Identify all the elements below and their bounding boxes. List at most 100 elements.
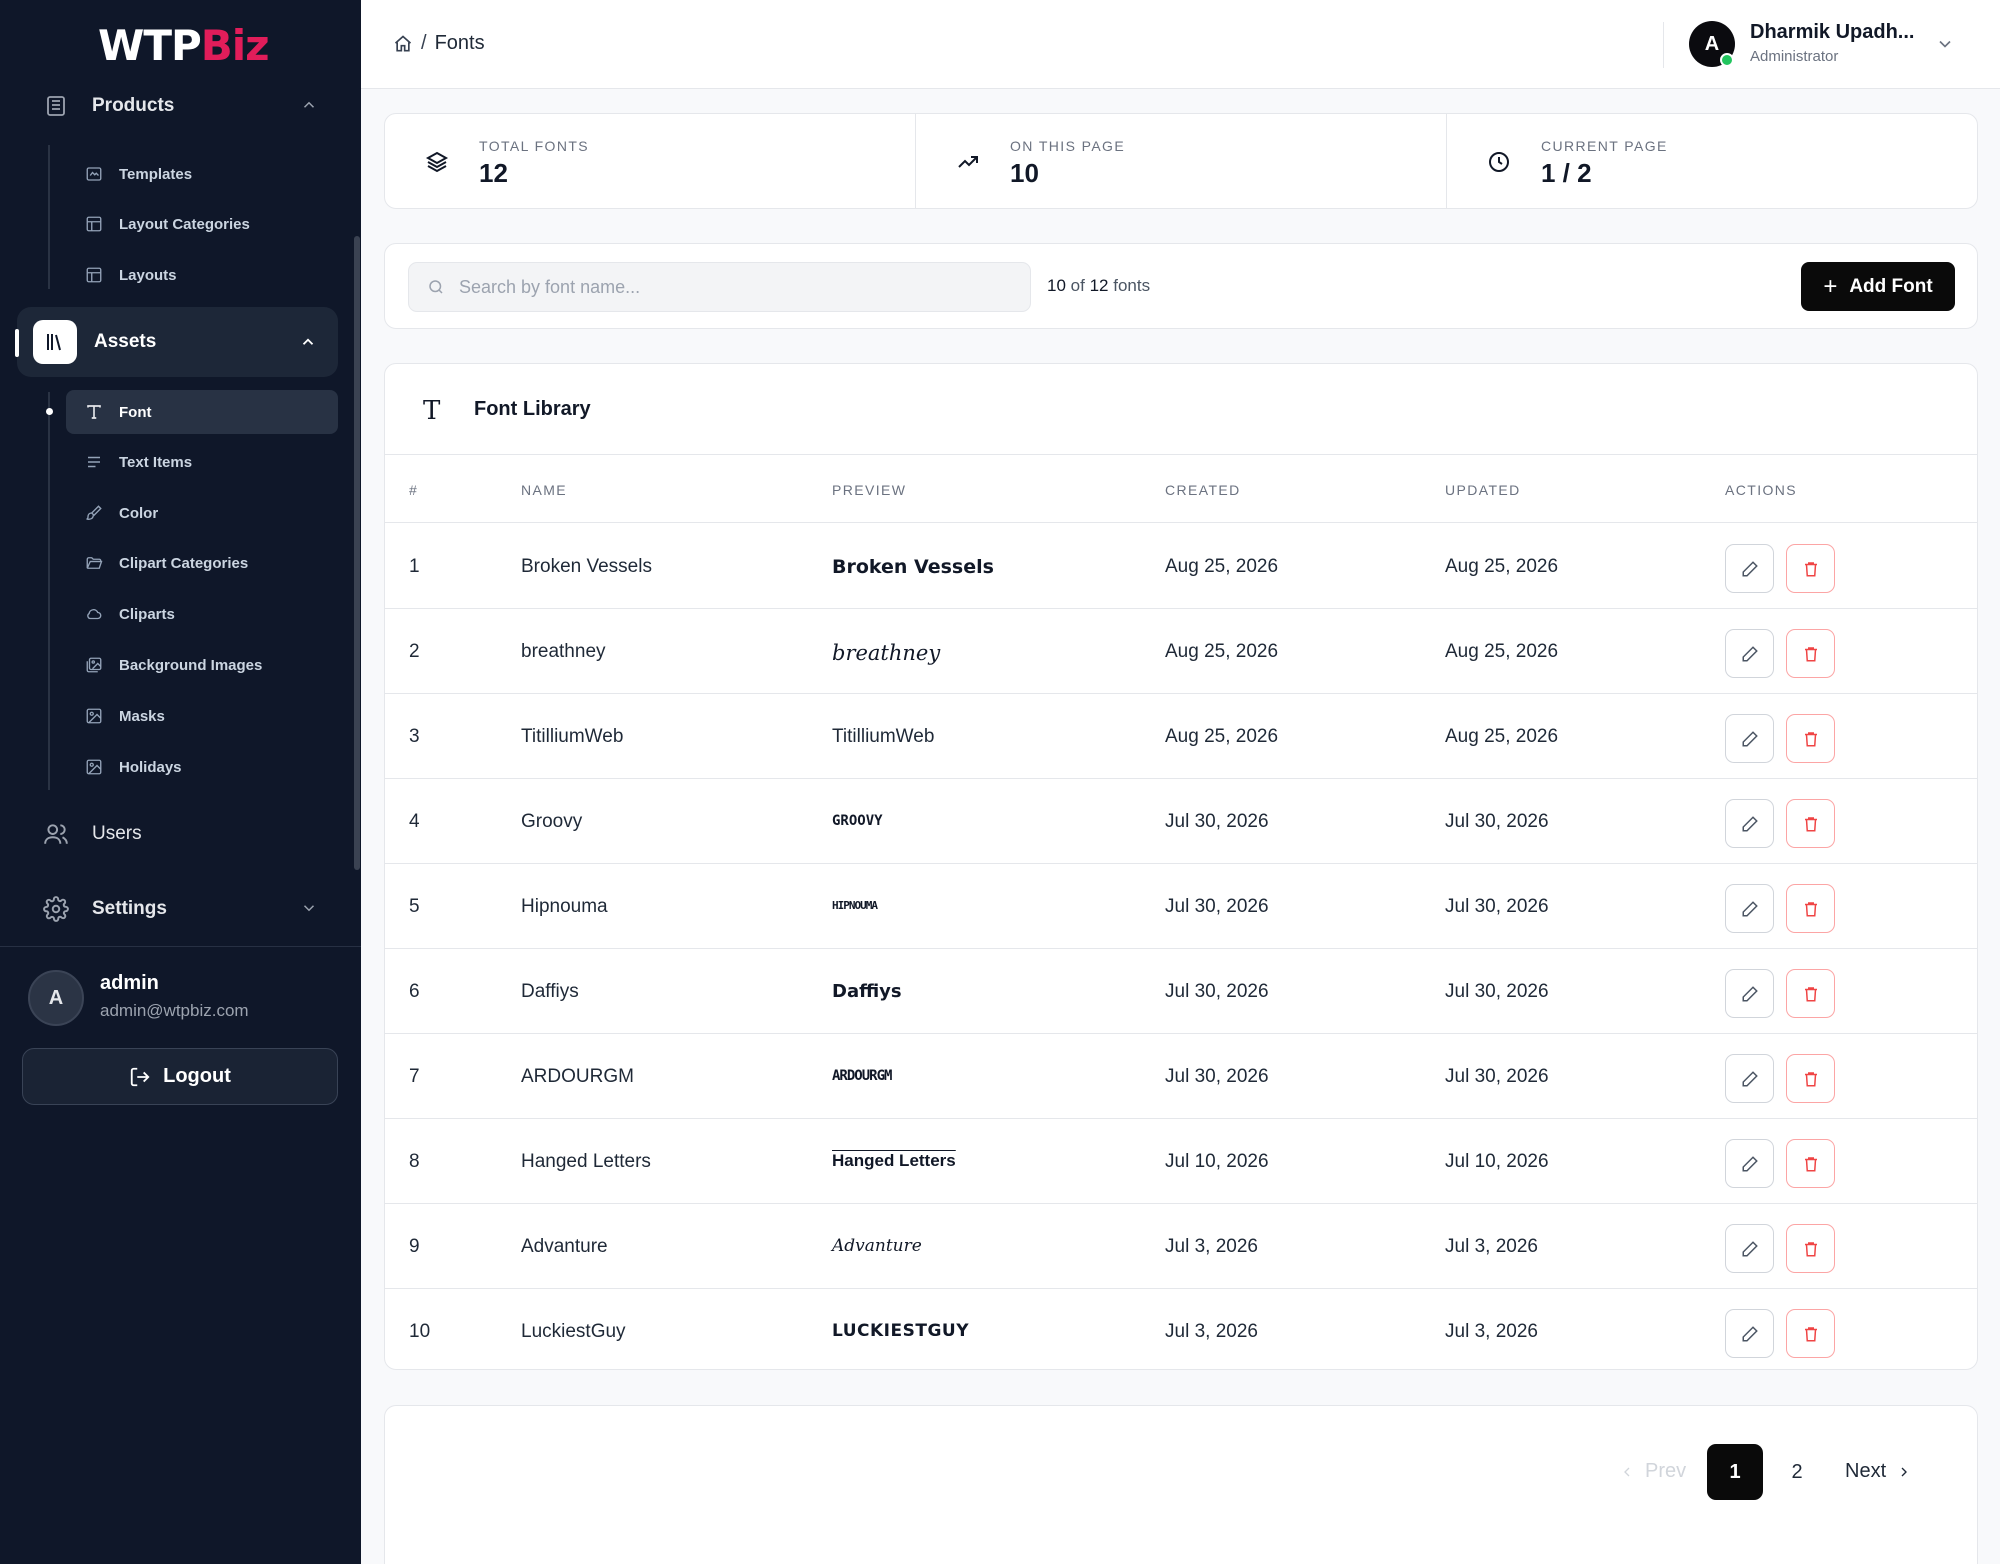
font-name: ARDOURGM <box>521 1066 634 1087</box>
sidebar-item-products[interactable]: Products <box>30 84 330 128</box>
row-index: 5 <box>409 896 420 917</box>
column-header-index: # <box>409 482 419 498</box>
sidebar-item-label: Layouts <box>119 266 177 284</box>
search-input[interactable] <box>459 276 1019 298</box>
next-label: Next <box>1845 1460 1887 1482</box>
align-left-icon <box>83 451 105 473</box>
active-indicator <box>15 329 19 357</box>
edit-button[interactable] <box>1725 1309 1774 1358</box>
row-index: 2 <box>409 641 420 662</box>
chevron-up-icon <box>299 333 317 356</box>
add-font-button[interactable]: + Add Font <box>1801 262 1955 311</box>
sidebar-item-background-images[interactable]: Background Images <box>66 643 338 687</box>
sidebar-item-cliparts[interactable]: Cliparts <box>66 592 338 636</box>
delete-button[interactable] <box>1786 1139 1835 1188</box>
plus-icon: + <box>1823 272 1838 300</box>
delete-button[interactable] <box>1786 544 1835 593</box>
edit-button[interactable] <box>1725 629 1774 678</box>
sidebar-item-holidays[interactable]: Holidays <box>66 745 338 789</box>
delete-button[interactable] <box>1786 1224 1835 1273</box>
pencil-icon <box>1742 1070 1758 1086</box>
trash-icon <box>1804 986 1817 1001</box>
app-logo[interactable]: WTPBiz <box>98 21 270 70</box>
column-header-updated[interactable]: UPDATED <box>1445 482 1521 498</box>
stat-value: 12 <box>479 158 508 188</box>
edit-button[interactable] <box>1725 1054 1774 1103</box>
logout-button[interactable]: Logout <box>22 1048 338 1105</box>
trash-icon <box>1804 816 1817 831</box>
edit-button[interactable] <box>1725 544 1774 593</box>
delete-button[interactable] <box>1786 1054 1835 1103</box>
sidebar-item-layout-categories[interactable]: Layout Categories <box>66 202 338 246</box>
stat-total-fonts: TOTAL FONTS 12 <box>385 114 916 208</box>
breadcrumb-current: Fonts <box>434 32 485 54</box>
column-header-name[interactable]: NAME <box>521 482 568 498</box>
stat-label: TOTAL FONTS <box>479 138 590 154</box>
table-row: 2 breathney breathney Aug 25, 2026 Aug 2… <box>385 609 1977 694</box>
edit-button[interactable] <box>1725 969 1774 1018</box>
font-name: Groovy <box>521 811 583 832</box>
font-name: Advanture <box>521 1236 608 1257</box>
sidebar-item-color[interactable]: Color <box>66 491 338 535</box>
pencil-icon <box>1742 1155 1758 1171</box>
sidebar-item-settings[interactable]: Settings <box>30 887 330 931</box>
edit-button[interactable] <box>1725 884 1774 933</box>
font-library-card: T Font Library # NAME PREVIEW CREATED UP… <box>384 363 1978 1370</box>
sidebar-item-users[interactable]: Users <box>30 812 330 856</box>
row-index: 3 <box>409 726 420 747</box>
delete-button[interactable] <box>1786 799 1835 848</box>
card-header: T Font Library <box>385 364 1977 455</box>
created-date: Jul 30, 2026 <box>1165 811 1269 832</box>
sidebar-item-label: Color <box>119 504 159 522</box>
column-header-created[interactable]: CREATED <box>1165 482 1241 498</box>
sidebar-item-masks[interactable]: Masks <box>66 694 338 738</box>
sidebar-item-font[interactable]: Font <box>66 390 338 434</box>
chevron-down-icon[interactable] <box>1935 34 1955 59</box>
sidebar-item-label: Users <box>92 823 142 844</box>
user-name[interactable]: Dharmik Upadh... <box>1750 21 1915 43</box>
sidebar-item-label: Masks <box>119 707 165 725</box>
sidebar-item-clipart-categories[interactable]: Clipart Categories <box>66 541 338 585</box>
account-name: admin <box>100 972 159 994</box>
home-icon[interactable] <box>393 34 413 54</box>
delete-button[interactable] <box>1786 1309 1835 1358</box>
column-header-actions: ACTIONS <box>1725 482 1798 498</box>
edit-button[interactable] <box>1725 1139 1774 1188</box>
cloud-icon <box>83 603 105 625</box>
stat-label: CURRENT PAGE <box>1541 138 1668 154</box>
sidebar-item-templates[interactable]: Templates <box>66 152 338 196</box>
delete-button[interactable] <box>1786 969 1835 1018</box>
sidebar-item-label: Templates <box>119 165 193 183</box>
page-button-1[interactable]: 1 <box>1707 1444 1763 1500</box>
prev-page-button[interactable]: Prev <box>1619 1460 1686 1483</box>
delete-button[interactable] <box>1786 884 1835 933</box>
table-row: 5 Hipnouma HIPNOUMA Jul 30, 2026 Jul 30,… <box>385 864 1977 949</box>
created-date: Jul 10, 2026 <box>1165 1151 1269 1172</box>
sidebar-item-label: Assets <box>94 331 157 352</box>
page-button-2[interactable]: 2 <box>1791 1460 1803 1483</box>
search-box[interactable] <box>408 262 1031 312</box>
pencil-icon <box>1742 645 1758 661</box>
delete-button[interactable] <box>1786 714 1835 763</box>
sidebar-item-text-items[interactable]: Text Items <box>66 440 338 484</box>
breadcrumb-separator: / <box>421 32 427 54</box>
row-index: 8 <box>409 1151 420 1172</box>
sidebar-item-layouts[interactable]: Layouts <box>66 253 338 297</box>
font-preview: Advanture <box>832 1236 922 1256</box>
edit-button[interactable] <box>1725 799 1774 848</box>
edit-button[interactable] <box>1725 714 1774 763</box>
sidebar-scrollbar[interactable] <box>354 236 360 870</box>
created-date: Aug 25, 2026 <box>1165 641 1279 662</box>
delete-button[interactable] <box>1786 629 1835 678</box>
library-icon <box>33 320 77 364</box>
stats-card: TOTAL FONTS 12 ON THIS PAGE 10 CURRENT P… <box>384 113 1978 209</box>
stat-value: 1 / 2 <box>1541 158 1592 188</box>
next-page-button[interactable]: Next <box>1845 1460 1912 1483</box>
updated-date: Jul 30, 2026 <box>1445 811 1549 832</box>
sidebar-item-label: Holidays <box>119 758 182 776</box>
user-role: Administrator <box>1750 48 1839 65</box>
font-name: breathney <box>521 641 606 662</box>
chevron-left-icon <box>1619 1464 1635 1480</box>
font-name: Broken Vessels <box>521 556 652 577</box>
edit-button[interactable] <box>1725 1224 1774 1273</box>
